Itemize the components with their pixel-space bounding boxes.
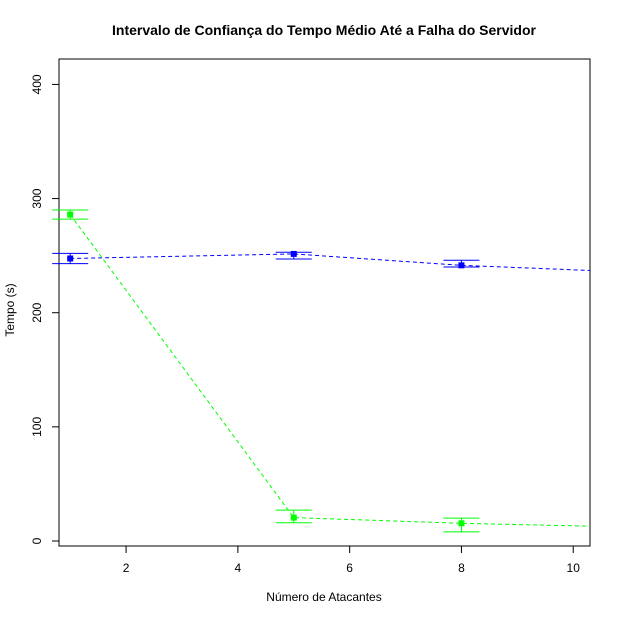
series-line bbox=[69, 214, 591, 527]
x-tick-label: 2 bbox=[123, 561, 130, 575]
series-line bbox=[70, 253, 591, 271]
x-tick-label: 8 bbox=[458, 561, 465, 575]
y-tick-label: 200 bbox=[30, 302, 44, 322]
data-point bbox=[67, 211, 74, 218]
y-tick-label: 300 bbox=[30, 188, 44, 208]
plot-frame bbox=[58, 58, 591, 547]
y-axis-label: Tempo (s) bbox=[3, 283, 17, 336]
y-tick-label: 0 bbox=[30, 537, 44, 544]
plot-area bbox=[52, 209, 591, 533]
x-tick-label: 10 bbox=[567, 561, 581, 575]
y-tick-label: 100 bbox=[30, 417, 44, 437]
data-point bbox=[67, 255, 74, 262]
series-1 bbox=[52, 209, 591, 533]
data-point bbox=[458, 520, 465, 527]
data-point bbox=[290, 514, 297, 521]
chart-title: Intervalo de Confiança do Tempo Médio At… bbox=[112, 22, 537, 38]
x-tick-label: 6 bbox=[346, 561, 353, 575]
x-axis-label: Número de Atacantes bbox=[266, 590, 381, 604]
series-0 bbox=[52, 250, 591, 271]
data-point bbox=[290, 250, 297, 257]
x-tick-label: 4 bbox=[235, 561, 242, 575]
data-point bbox=[458, 262, 465, 269]
y-tick-label: 400 bbox=[30, 74, 44, 94]
